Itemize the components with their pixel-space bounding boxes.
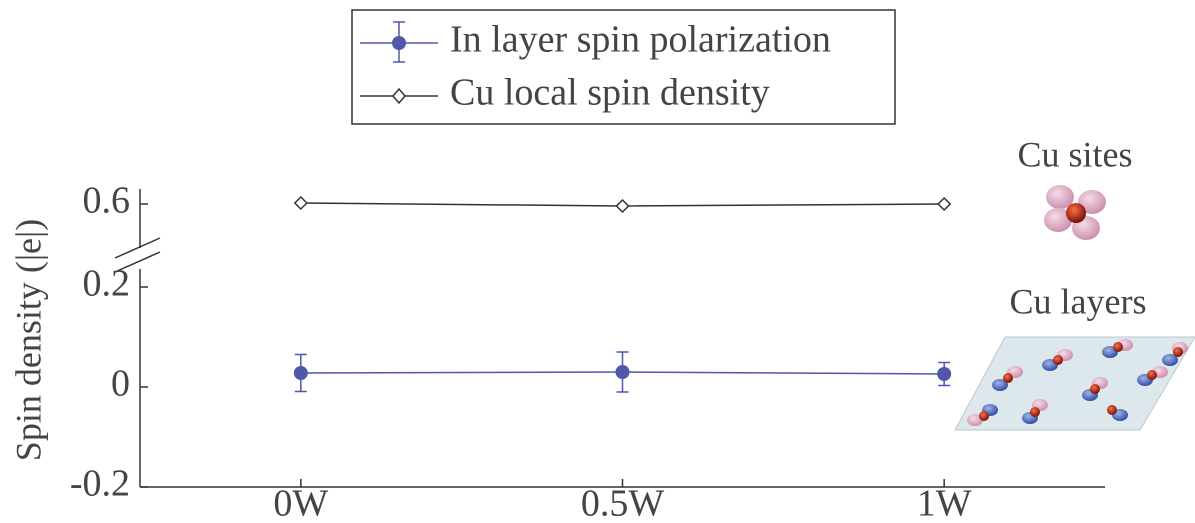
legend-box	[351, 9, 896, 125]
y-tick-label: 0	[111, 363, 130, 405]
point	[615, 198, 630, 214]
x-tick-label: 0.5W	[581, 483, 665, 523]
y-axis-label: Spin density (|e|)	[8, 219, 48, 461]
legend-label: Cu local spin density	[450, 72, 770, 114]
y-tick-label: 0.6	[83, 180, 131, 222]
legend-marker	[392, 36, 406, 50]
y-tick-label: -0.2	[70, 463, 130, 505]
point	[615, 365, 630, 379]
annotation: Cu layers	[1010, 281, 1147, 321]
cu-layer-illustration	[954, 336, 1195, 431]
legend-label: In layer spin polarization	[450, 19, 831, 61]
x-tick-label: 1W	[917, 483, 972, 523]
legend: In layer spin polarization Cu local spin…	[351, 9, 896, 125]
x-tick-label: 0W	[273, 483, 328, 523]
point	[293, 195, 308, 211]
y-tick-label: 0.2	[83, 263, 131, 305]
legend-marker	[392, 87, 406, 105]
point	[293, 366, 308, 380]
annotation: Cu sites	[1017, 134, 1132, 174]
point	[937, 367, 952, 381]
point	[937, 196, 952, 212]
axis-break	[114, 251, 161, 273]
cu-site-illustration	[1044, 185, 1106, 240]
axis-break	[114, 237, 161, 259]
